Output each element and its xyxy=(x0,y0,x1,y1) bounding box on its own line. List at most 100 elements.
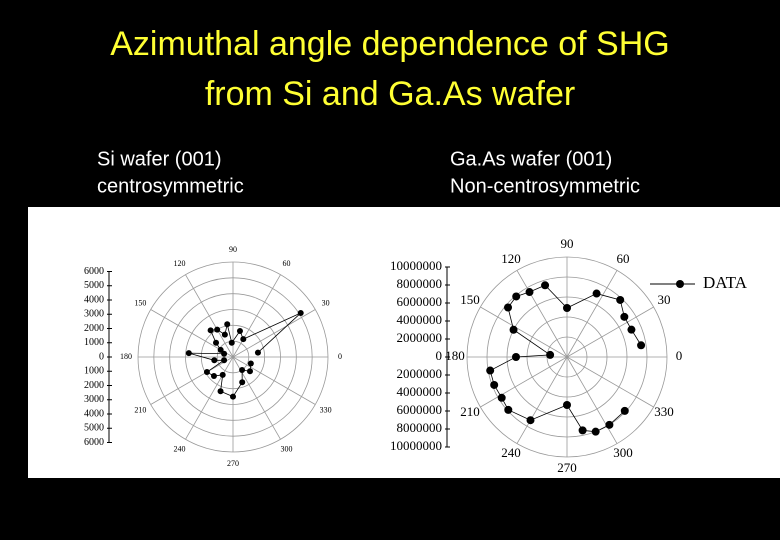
angle-spoke xyxy=(185,356,234,440)
legend-label: DATA xyxy=(703,273,748,292)
angle-tick-label: 180 xyxy=(120,352,132,361)
data-point xyxy=(620,312,629,321)
chart-caption: centrosymmetric xyxy=(97,175,244,197)
angle-tick-label: 210 xyxy=(134,405,146,414)
angle-tick-label: 120 xyxy=(174,259,186,268)
data-point xyxy=(221,350,228,357)
angle-tick-label: 90 xyxy=(229,245,237,254)
angle-tick-label: 300 xyxy=(281,444,293,453)
r-tick-label: 0 xyxy=(436,348,443,363)
data-point xyxy=(247,360,254,367)
data-point xyxy=(526,416,535,425)
data-point xyxy=(512,292,521,301)
angle-spoke xyxy=(232,356,316,405)
data-point xyxy=(239,366,246,373)
data-point xyxy=(297,310,304,317)
angle-tick-label: 120 xyxy=(501,251,521,266)
angle-tick-label: 0 xyxy=(338,352,342,361)
r-tick-label: 0 xyxy=(99,351,104,362)
angle-tick-label: 150 xyxy=(134,298,146,307)
data-point xyxy=(210,373,217,380)
data-point xyxy=(214,326,221,333)
data-point xyxy=(230,393,236,400)
angle-tick-label: 0 xyxy=(676,348,683,363)
angle-spoke xyxy=(566,306,654,358)
angle-spoke xyxy=(480,356,568,408)
r-tick-label: 4000000 xyxy=(397,384,443,399)
angle-spoke xyxy=(566,356,654,408)
data-point xyxy=(637,341,646,350)
data-point xyxy=(217,388,224,395)
r-tick-label: 10000000 xyxy=(390,438,442,453)
angle-spoke xyxy=(150,356,234,405)
angle-tick-label: 30 xyxy=(322,298,330,307)
data-point xyxy=(207,327,214,334)
data-point xyxy=(213,339,220,346)
data-point xyxy=(578,426,587,435)
data-point xyxy=(592,289,601,298)
data-point xyxy=(203,369,210,376)
data-point xyxy=(497,393,506,402)
data-point xyxy=(563,304,571,312)
data-point xyxy=(246,368,253,375)
angle-spoke xyxy=(516,270,568,358)
data-point xyxy=(224,321,231,328)
data-point xyxy=(228,339,235,346)
chart-caption: Ga.As wafer (001) xyxy=(450,148,612,170)
data-point xyxy=(239,379,246,386)
angle-tick-label: 60 xyxy=(283,259,291,268)
data-point xyxy=(236,328,243,335)
data-point xyxy=(217,346,224,353)
chart-caption: Non-centrosymmetric xyxy=(450,175,640,197)
r-tick-label: 1000 xyxy=(84,337,104,348)
data-point xyxy=(616,295,625,304)
angle-spoke xyxy=(516,356,568,444)
r-tick-label: 3000 xyxy=(84,394,104,405)
data-point xyxy=(546,350,555,359)
data-point xyxy=(525,288,534,297)
data-point xyxy=(211,357,218,364)
r-tick-label: 5000 xyxy=(84,423,104,434)
data-point xyxy=(591,427,600,436)
angle-tick-label: 330 xyxy=(654,404,674,419)
data-point xyxy=(563,401,571,409)
data-point xyxy=(512,353,520,361)
angle-tick-label: 300 xyxy=(613,445,633,460)
slide-title: from Si and Ga.As wafer xyxy=(205,75,575,113)
r-tick-label: 10000000 xyxy=(390,258,442,273)
r-tick-label: 3000 xyxy=(84,309,104,320)
data-point xyxy=(541,281,550,290)
angle-spoke xyxy=(185,274,234,358)
angle-spoke xyxy=(232,274,281,358)
data-point xyxy=(490,380,499,389)
r-tick-label: 6000000 xyxy=(397,402,443,417)
data-point xyxy=(504,405,513,414)
angle-tick-label: 150 xyxy=(460,292,480,307)
angle-spoke xyxy=(566,270,618,358)
figure-panel xyxy=(28,207,780,478)
data-point xyxy=(620,406,629,415)
angle-tick-label: 30 xyxy=(657,292,670,307)
data-point xyxy=(185,350,192,357)
data-point xyxy=(219,371,226,378)
r-tick-label: 2000 xyxy=(84,323,104,334)
angle-spoke xyxy=(480,306,568,358)
data-point xyxy=(486,366,495,375)
r-tick-label: 4000 xyxy=(84,408,104,419)
chart-caption: Si wafer (001) xyxy=(97,148,222,170)
angle-spoke xyxy=(566,356,618,444)
angle-tick-label: 180 xyxy=(445,348,465,363)
angle-tick-label: 270 xyxy=(557,460,577,475)
r-tick-label: 1000 xyxy=(84,366,104,377)
angle-tick-label: 60 xyxy=(617,251,630,266)
r-tick-label: 5000 xyxy=(84,280,104,291)
r-tick-label: 8000000 xyxy=(397,420,443,435)
r-tick-label: 4000000 xyxy=(397,312,443,327)
angle-spoke xyxy=(232,309,316,358)
r-tick-label: 6000 xyxy=(84,437,104,448)
legend-marker xyxy=(676,280,684,288)
angle-tick-label: 270 xyxy=(227,459,239,468)
slide-title: Azimuthal angle dependence of SHG xyxy=(110,25,669,63)
data-point xyxy=(254,349,261,356)
